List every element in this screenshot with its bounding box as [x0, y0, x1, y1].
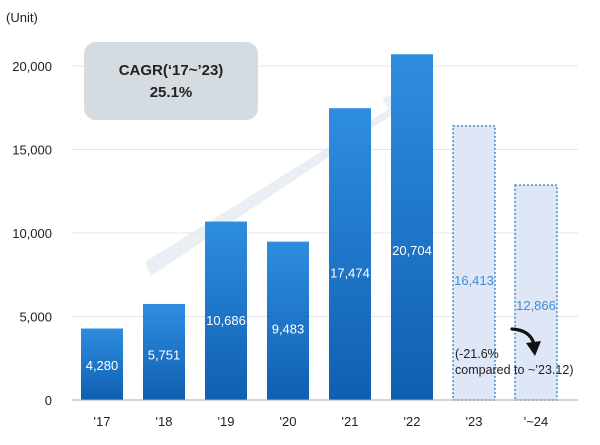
bar-value-label: 4,280: [86, 358, 119, 373]
bar-projected: [452, 125, 496, 401]
bar-value-label: 12,866: [516, 298, 556, 313]
x-tick-label: '18: [156, 414, 173, 429]
bar-value-labels: 4,280 5,751 10,686 9,483 17,474 20,704 16,413 1…: [86, 243, 556, 373]
x-tick-label: '~24: [524, 414, 549, 429]
x-axis-tick-labels: '17 '18 '19 '20 '21 '22 '23 '~24: [94, 414, 549, 429]
x-tick-label: '22: [404, 414, 421, 429]
bar: [329, 108, 371, 400]
x-tick-label: '19: [218, 414, 235, 429]
x-tick-label: '23: [466, 414, 483, 429]
y-tick-label: 0: [45, 393, 52, 408]
bar-value-label: 5,751: [148, 348, 181, 363]
cagr-callout-box: [84, 42, 258, 120]
bar: [391, 54, 433, 401]
x-tick-label: '20: [280, 414, 297, 429]
y-axis-tick-labels: 0 5,000 10,000 15,000 20,000: [12, 59, 52, 408]
bar: [143, 303, 185, 400]
bar-value-label: 20,704: [392, 243, 432, 258]
y-tick-label: 5,000: [19, 310, 52, 325]
bar-value-label: 17,474: [330, 265, 370, 280]
x-tick-label: '17: [94, 414, 111, 429]
x-tick-label: '21: [342, 414, 359, 429]
bar-value-label: 16,413: [454, 273, 494, 288]
bar: [205, 221, 247, 400]
cagr-callout: CAGR(‘17~’23) 25.1%: [84, 42, 258, 120]
decline-annotation-line2: compared to ~’23.12): [455, 363, 573, 377]
curved-down-arrow-icon: [510, 327, 536, 346]
cagr-title: CAGR(‘17~’23): [119, 62, 224, 79]
curved-down-arrow-head: [526, 341, 541, 356]
unit-label: (Unit): [6, 10, 38, 25]
bar: [81, 328, 123, 400]
y-tick-label: 20,000: [12, 59, 52, 74]
cagr-value: 25.1%: [150, 84, 193, 101]
y-tick-label: 15,000: [12, 143, 52, 158]
bar-value-label: 9,483: [272, 321, 305, 336]
decline-annotation-line1: (-21.6%: [455, 347, 499, 361]
bar-value-label: 10,686: [206, 313, 246, 328]
decline-annotation: (-21.6% compared to ~’23.12): [455, 327, 573, 377]
bar: [267, 241, 309, 400]
y-tick-label: 10,000: [12, 226, 52, 241]
bars: [81, 54, 558, 401]
